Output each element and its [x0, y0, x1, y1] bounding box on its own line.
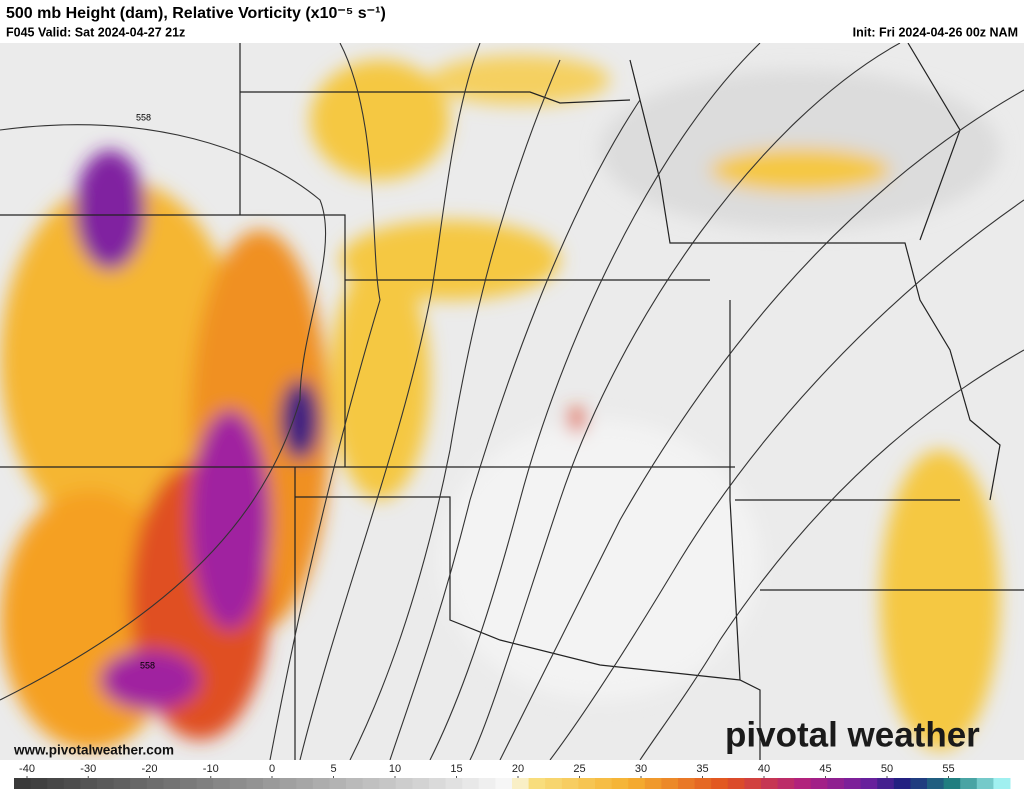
colorbar-cell — [893, 778, 911, 789]
colorbar-cell — [877, 778, 895, 789]
colorbar-tick-label: 0 — [269, 763, 275, 775]
colorbar-cell — [412, 778, 430, 789]
colorbar-cell — [462, 778, 480, 789]
colorbar-cell — [246, 778, 264, 789]
colorbar-cell — [943, 778, 961, 789]
colorbar-cell — [395, 778, 413, 789]
colorbar-cell — [561, 778, 579, 789]
colorbar-cell — [694, 778, 712, 789]
colorbar-tick-label: 10 — [389, 763, 401, 775]
colorbar-tick-label: 35 — [696, 763, 708, 775]
colorbar-cell — [761, 778, 779, 789]
colorbar-cell — [810, 778, 828, 789]
colorbar-cell — [379, 778, 397, 789]
colorbar-cell — [163, 778, 181, 789]
colorbar-cell — [97, 778, 115, 789]
colorbar-cell — [146, 778, 164, 789]
valid-time: F045 Valid: Sat 2024-04-27 21z — [6, 25, 185, 39]
colorbar-cell — [960, 778, 978, 789]
colorbar-tick-label: 55 — [942, 763, 954, 775]
colorbar-cell — [329, 778, 347, 789]
logo: pivotal weather — [725, 715, 980, 754]
colorbar-cell — [196, 778, 214, 789]
colorbar-cell — [644, 778, 662, 789]
map: 558 558 www.pivotalweather.com pivotal w… — [0, 43, 1024, 760]
colorbar-cell — [296, 778, 314, 789]
colorbar-cell — [794, 778, 812, 789]
colorbar-cell — [711, 778, 729, 789]
colorbar-cell — [362, 778, 380, 789]
colorbar-cell — [611, 778, 629, 789]
colorbar-cell — [80, 778, 98, 789]
colorbar-cell — [661, 778, 679, 789]
watermark: www.pivotalweather.com — [13, 743, 174, 758]
colorbar-tick-label: 15 — [450, 763, 462, 775]
colorbar-cell — [63, 778, 81, 789]
colorbar-cell — [213, 778, 231, 789]
contour-label: 558 — [140, 660, 155, 670]
colorbar-cell — [910, 778, 928, 789]
colorbar-cell — [595, 778, 613, 789]
colorbar-cell — [777, 778, 795, 789]
colorbar-tick-label: -30 — [80, 763, 96, 775]
colorbar-tick-label: 40 — [758, 763, 770, 775]
colorbar-cell — [263, 778, 281, 789]
colorbar-tick-label: -20 — [142, 763, 158, 775]
colorbar-tick-label: -40 — [19, 763, 35, 775]
colorbar-cell — [844, 778, 862, 789]
colorbar-tick-label: 25 — [573, 763, 585, 775]
colorbar-cell — [744, 778, 762, 789]
colorbar-cell — [628, 778, 646, 789]
colorbar-tick-label: 5 — [330, 763, 336, 775]
colorbar-tick-label: 30 — [635, 763, 647, 775]
colorbar-cell — [528, 778, 546, 789]
colorbar-cell — [180, 778, 198, 789]
colorbar-cell — [578, 778, 596, 789]
colorbar-cell — [860, 778, 878, 789]
header-bg — [0, 0, 1024, 43]
colorbar-cell — [478, 778, 496, 789]
colorbar-cell — [495, 778, 513, 789]
colorbar-cell — [545, 778, 563, 789]
colorbar-cell — [429, 778, 447, 789]
colorbar-cell — [512, 778, 530, 789]
colorbar-tick-label: 20 — [512, 763, 524, 775]
title: 500 mb Height (dam), Relative Vorticity … — [6, 5, 386, 22]
colorbar-cell — [113, 778, 131, 789]
colorbar-cell — [279, 778, 297, 789]
colorbar-cell — [678, 778, 696, 789]
colorbar-cell — [229, 778, 247, 789]
colorbar-cell — [727, 778, 745, 789]
colorbar-tick-label: -10 — [203, 763, 219, 775]
colorbar-tick-label: 45 — [819, 763, 831, 775]
contour-label: 558 — [136, 112, 151, 122]
colorbar-cell — [130, 778, 148, 789]
colorbar-cell — [445, 778, 463, 789]
colorbar: -40 -30 -20 -10 0 5 10 15 20 25 30 35 40 45 50 55 — [14, 763, 1011, 789]
colorbar-cell — [827, 778, 845, 789]
init-time: Init: Fri 2024-04-26 00z NAM — [853, 25, 1018, 39]
colorbar-tick-label: 50 — [881, 763, 893, 775]
colorbar-cell — [14, 778, 32, 789]
colorbar-cell — [976, 778, 994, 789]
colorbar-cell — [993, 778, 1011, 789]
colorbar-cell — [312, 778, 330, 789]
colorbar-cell — [346, 778, 364, 789]
colorbar-cell — [47, 778, 65, 789]
colorbar-cell — [30, 778, 48, 789]
colorbar-cell — [927, 778, 945, 789]
